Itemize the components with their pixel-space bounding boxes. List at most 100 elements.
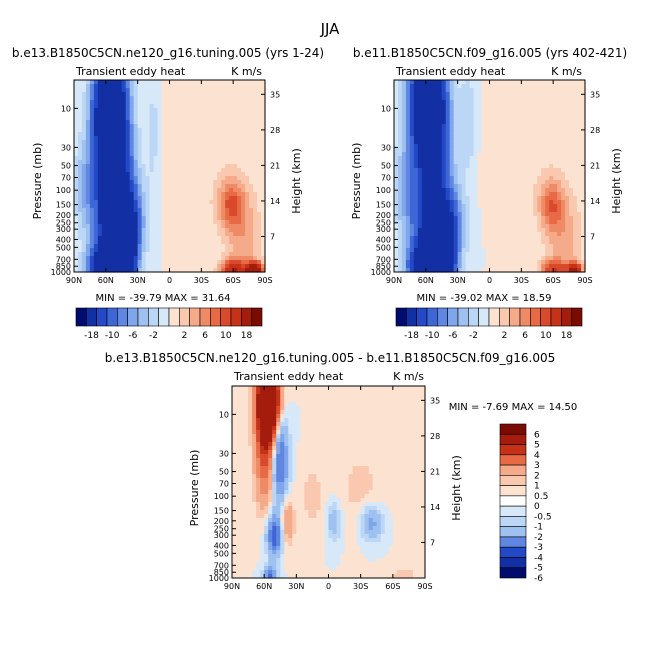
contour-cell — [525, 144, 530, 149]
contour-cell — [461, 264, 467, 269]
contour-cell — [109, 156, 115, 161]
contour-cell — [217, 96, 222, 101]
contour-cell — [101, 108, 107, 113]
contour-cell — [513, 88, 518, 93]
contour-cell — [441, 124, 447, 129]
contour-cell — [577, 200, 582, 205]
contour-cell — [137, 196, 143, 201]
contour-cell — [213, 228, 218, 233]
contour-cell — [561, 172, 566, 177]
contour-cell — [241, 80, 246, 85]
contour-cell — [97, 108, 103, 113]
contour-cell — [161, 96, 167, 101]
contour-cell — [245, 144, 250, 149]
contour-cell — [113, 92, 119, 97]
contour-cell — [141, 184, 147, 189]
contour-cell — [248, 506, 253, 511]
contour-cell — [461, 188, 467, 193]
contour-cell — [169, 176, 175, 181]
contour-cell — [405, 180, 411, 185]
contour-cell — [149, 212, 155, 217]
contour-cell — [394, 224, 399, 229]
contour-cell — [133, 128, 139, 133]
contour-cell — [221, 84, 226, 89]
contour-cell — [93, 144, 99, 149]
contour-cell — [137, 124, 143, 129]
contour-cell — [249, 100, 254, 105]
contour-cell — [549, 260, 554, 265]
contour-cell — [241, 264, 246, 269]
contour-cell — [485, 200, 491, 205]
contour-cell — [397, 116, 403, 121]
contour-cell — [93, 80, 99, 85]
contour-cell — [545, 84, 550, 89]
contour-cell — [77, 240, 83, 245]
contour-cell — [161, 204, 167, 209]
contour-cell — [493, 100, 499, 105]
contour-cell — [129, 104, 135, 109]
contour-cell — [145, 124, 151, 129]
panel-2-title: b.e11.B1850C5CN.f09_g16.005 (yrs 402-421… — [353, 46, 627, 60]
contour-cell — [581, 168, 586, 173]
contour-cell — [441, 208, 447, 213]
contour-cell — [201, 188, 206, 193]
contour-cell — [157, 224, 163, 229]
contour-cell — [221, 156, 226, 161]
contour-cell — [449, 96, 455, 101]
contour-cell — [236, 430, 241, 435]
contour-cell — [481, 240, 487, 245]
contour-cell — [493, 128, 499, 133]
contour-cell — [501, 192, 507, 197]
contour-cell — [257, 256, 262, 261]
contour-cell — [505, 88, 510, 93]
contour-cell — [137, 88, 143, 93]
contour-cell — [169, 132, 175, 137]
contour-cell — [505, 168, 510, 173]
contour-cell — [232, 454, 237, 459]
contour-cell — [553, 156, 558, 161]
contour-cell — [240, 422, 245, 427]
contour-cell — [189, 84, 194, 89]
contour-cell — [145, 248, 151, 253]
contour-cell — [437, 144, 443, 149]
contour-cell — [405, 248, 411, 253]
contour-cell — [425, 156, 431, 161]
contour-cell — [449, 164, 455, 169]
contour-cell — [441, 168, 447, 173]
contour-cell — [561, 232, 566, 237]
contour-cell — [189, 224, 194, 229]
contour-cell — [240, 510, 245, 515]
contour-cell — [137, 216, 143, 221]
contour-cell — [81, 248, 87, 253]
contour-cell — [205, 172, 210, 177]
contour-cell — [569, 260, 574, 265]
contour-cell — [177, 128, 183, 133]
contour-cell — [557, 212, 562, 217]
contour-cell — [493, 156, 499, 161]
contour-cell — [493, 264, 499, 269]
contour-cell — [545, 120, 550, 125]
contour-cell — [429, 252, 435, 257]
contour-cell — [93, 184, 99, 189]
contour-cell — [253, 240, 258, 245]
contour-cell — [245, 80, 250, 85]
contour-cell — [557, 188, 562, 193]
contour-cell — [197, 80, 202, 85]
contour-cell — [445, 124, 451, 129]
contour-cell — [437, 176, 443, 181]
contour-cell — [545, 124, 550, 129]
contour-cell — [501, 232, 507, 237]
contour-cell — [137, 184, 143, 189]
contour-cell — [137, 116, 143, 121]
contour-cell — [497, 104, 503, 109]
contour-cell — [545, 240, 550, 245]
contour-cell — [133, 244, 139, 249]
contour-cell — [161, 104, 167, 109]
contour-cell — [93, 244, 99, 249]
contour-cell — [425, 256, 431, 261]
contour-cell — [240, 450, 245, 455]
contour-cell — [240, 494, 245, 499]
contour-cell — [425, 84, 431, 89]
contour-cell — [481, 208, 487, 213]
contour-cell — [513, 164, 518, 169]
